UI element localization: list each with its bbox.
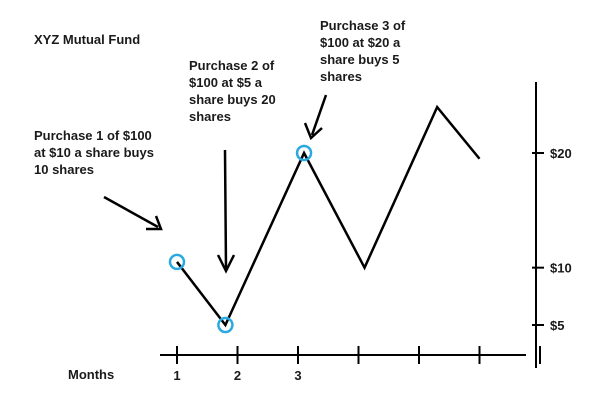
purchase-note-3: Purchase 3 of $100 at $20 a share buys 5 sh…: [320, 18, 406, 84]
purchase-note-line: $100 at $5 a: [189, 75, 263, 90]
arrow-1-shaft: [103, 195, 159, 229]
purchase-marker-1: [168, 253, 186, 271]
purchase-marker-3: [295, 144, 313, 162]
purchase-note-line: Purchase 2 of: [189, 58, 275, 73]
y-ticks: $5 $10 $20: [532, 146, 572, 333]
price-line: [176, 104, 481, 328]
purchase-note-line: shares: [189, 109, 231, 124]
x-tick-label: 3: [294, 368, 301, 383]
purchase-note-line: share buys 20: [189, 92, 276, 107]
purchase-note-line: $100 at $20 a: [320, 35, 401, 50]
y-tick-label: $10: [550, 261, 572, 276]
x-tick-label: 1: [173, 368, 180, 383]
purchase-note-line: Purchase 1 of $100: [34, 128, 152, 143]
chart-title: XYZ Mutual Fund: [34, 32, 140, 47]
purchase-note-line: shares: [320, 69, 362, 84]
arrow-2-shaft: [223, 149, 228, 270]
purchase-marker-2: [217, 316, 234, 334]
purchase-annotations: Purchase 1 of $100 at $10 a share buys 10 …: [34, 18, 406, 177]
arrow-3-shaft: [310, 94, 328, 136]
purchase-note-line: 10 shares: [34, 162, 94, 177]
purchase-note-2: Purchase 2 of $100 at $5 a share buys 20 sh…: [189, 58, 276, 124]
y-tick-label: $20: [550, 146, 572, 161]
y-tick-label: $5: [550, 318, 564, 333]
arrow-3-head: [303, 122, 323, 141]
x-ticks: 1 2 3: [173, 346, 541, 383]
purchase-note-line: at $10 a share buys: [34, 145, 154, 160]
purchase-note-line: share buys 5: [320, 52, 400, 67]
purchase-note-1: Purchase 1 of $100 at $10 a share buys 10 …: [34, 128, 154, 177]
x-axis-label: Months: [68, 367, 114, 382]
purchase-note-line: Purchase 3 of: [320, 18, 406, 33]
purchase-markers: [168, 144, 313, 334]
arrow-1-head: [146, 215, 163, 231]
arrow-2-head: [216, 254, 236, 274]
x-tick-label: 2: [234, 368, 241, 383]
annotation-arrows: [103, 94, 328, 274]
